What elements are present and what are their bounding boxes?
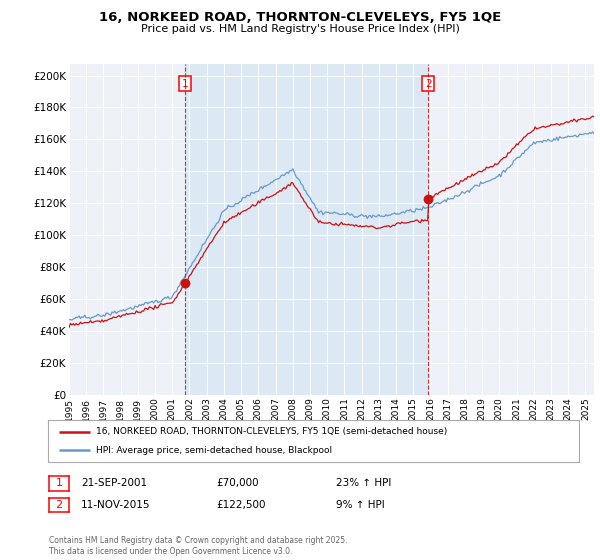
Bar	[185, 64, 428, 395]
Text: 11-NOV-2015: 11-NOV-2015	[81, 500, 151, 510]
Text: Price paid vs. HM Land Registry's House Price Index (HPI): Price paid vs. HM Land Registry's House …	[140, 24, 460, 34]
Text: 23% ↑ HPI: 23% ↑ HPI	[336, 478, 391, 488]
Text: 1: 1	[56, 478, 62, 488]
Text: HPI: Average price, semi-detached house, Blackpool: HPI: Average price, semi-detached house,…	[96, 446, 332, 455]
Text: 1: 1	[181, 78, 188, 88]
Text: 2: 2	[56, 500, 62, 510]
Text: £122,500: £122,500	[216, 500, 265, 510]
Text: Contains HM Land Registry data © Crown copyright and database right 2025.
This d: Contains HM Land Registry data © Crown c…	[49, 536, 348, 556]
Text: 16, NORKEED ROAD, THORNTON-CLEVELEYS, FY5 1QE: 16, NORKEED ROAD, THORNTON-CLEVELEYS, FY…	[99, 11, 501, 24]
Text: 21-SEP-2001: 21-SEP-2001	[81, 478, 147, 488]
Text: 16, NORKEED ROAD, THORNTON-CLEVELEYS, FY5 1QE (semi-detached house): 16, NORKEED ROAD, THORNTON-CLEVELEYS, FY…	[96, 427, 447, 436]
Text: £70,000: £70,000	[216, 478, 259, 488]
Text: 2: 2	[425, 78, 431, 88]
Text: 9% ↑ HPI: 9% ↑ HPI	[336, 500, 385, 510]
